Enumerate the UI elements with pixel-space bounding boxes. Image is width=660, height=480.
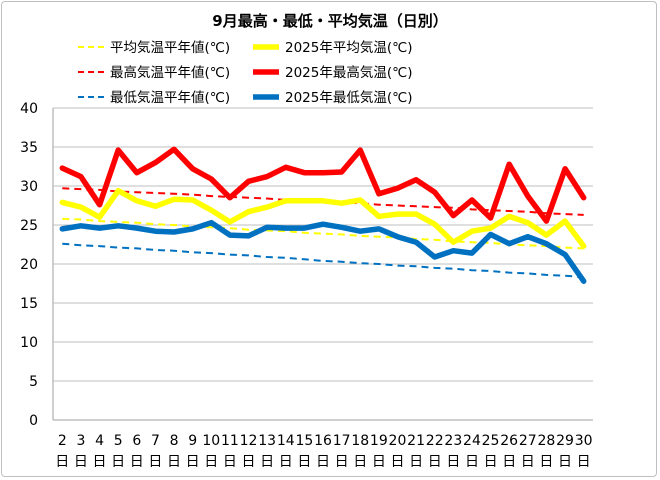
y-tick-label: 0 (29, 413, 38, 429)
y-tick-label: 30 (20, 179, 38, 195)
x-tick-label: 26 (500, 433, 518, 449)
y-tick-label: 35 (20, 140, 38, 156)
y-tick-label: 5 (29, 374, 38, 390)
series-line-0 (62, 217, 584, 250)
x-tick-label: 20 (389, 433, 407, 449)
x-tick-unit: 日 (521, 454, 535, 470)
y-tick-label: 25 (20, 218, 38, 234)
series-line-1 (59, 187, 587, 249)
x-tick-unit: 日 (484, 454, 498, 470)
x-tick-label: 22 (426, 433, 444, 449)
legend-label: 2025年最高気温(℃) (285, 64, 413, 81)
x-tick-unit: 日 (186, 454, 200, 470)
y-tick-label: 10 (20, 335, 38, 351)
x-tick-label: 21 (407, 433, 425, 449)
x-tick-label: 2 (58, 433, 67, 449)
series-line-5 (59, 219, 587, 284)
x-tick-label: 19 (370, 433, 388, 449)
x-tick-unit: 日 (409, 454, 423, 470)
x-tick-unit: 日 (502, 454, 516, 470)
x-tick-unit: 日 (446, 454, 460, 470)
x-tick-unit: 日 (390, 454, 404, 470)
x-tick-label: 30 (575, 433, 593, 449)
x-tick-unit: 日 (148, 454, 162, 470)
x-tick-label: 23 (444, 433, 462, 449)
x-tick-label: 16 (314, 433, 332, 449)
x-tick-label: 12 (240, 433, 258, 449)
chart-title: 9月最高・最低・平均気温（日別） (212, 12, 447, 30)
x-tick-label: 14 (277, 433, 295, 449)
x-tick-label: 15 (295, 433, 313, 449)
x-tick-label: 3 (76, 433, 85, 449)
x-tick-unit: 日 (297, 454, 311, 470)
x-tick-unit: 日 (223, 454, 237, 470)
x-tick-label: 24 (463, 433, 481, 449)
x-tick-unit: 日 (577, 454, 591, 470)
series-line-4 (62, 242, 584, 279)
x-tick-label: 18 (351, 433, 369, 449)
x-tick-unit: 日 (316, 454, 330, 470)
x-tick-label: 17 (333, 433, 351, 449)
x-tick-unit: 日 (167, 454, 181, 470)
y-tick-label: 20 (20, 257, 38, 273)
x-tick-unit: 日 (130, 454, 144, 470)
x-tick-label: 29 (556, 433, 574, 449)
x-tick-label: 11 (221, 433, 239, 449)
x-tick-unit: 日 (55, 454, 69, 470)
y-tick-label: 15 (20, 296, 38, 312)
x-tick-unit: 日 (465, 454, 479, 470)
x-tick-label: 5 (114, 433, 123, 449)
x-tick-unit: 日 (260, 454, 274, 470)
x-tick-unit: 日 (335, 454, 349, 470)
series-line-3 (59, 146, 587, 224)
x-tick-unit: 日 (111, 454, 125, 470)
series-line-2 (62, 187, 584, 216)
x-tick-label: 25 (482, 433, 500, 449)
x-tick-unit: 日 (539, 454, 553, 470)
x-tick-label: 9 (188, 433, 197, 449)
x-tick-unit: 日 (93, 454, 107, 470)
x-tick-unit: 日 (353, 454, 367, 470)
x-tick-label: 6 (132, 433, 141, 449)
legend-label: 2025年平均気温(℃) (285, 40, 413, 56)
x-tick-unit: 日 (372, 454, 386, 470)
x-tick-unit: 日 (204, 454, 218, 470)
y-tick-label: 40 (20, 101, 38, 117)
x-tick-label: 28 (538, 433, 556, 449)
legend-label: 2025年最低気温(℃) (285, 90, 413, 106)
x-tick-label: 27 (519, 433, 537, 449)
legend-label: 平均気温平年値(℃) (110, 40, 230, 56)
legend-label: 最高気温平年値(℃) (110, 64, 230, 81)
x-tick-unit: 日 (279, 454, 293, 470)
x-tick-label: 10 (202, 433, 220, 449)
x-tick-label: 4 (95, 433, 104, 449)
x-tick-unit: 日 (428, 454, 442, 470)
x-tick-unit: 日 (242, 454, 256, 470)
x-tick-label: 8 (170, 433, 179, 449)
x-tick-label: 13 (258, 433, 276, 449)
x-tick-unit: 日 (74, 454, 88, 470)
x-tick-label: 7 (151, 433, 160, 449)
legend-label: 最低気温平年値(℃) (110, 90, 230, 106)
x-tick-unit: 日 (558, 454, 572, 470)
